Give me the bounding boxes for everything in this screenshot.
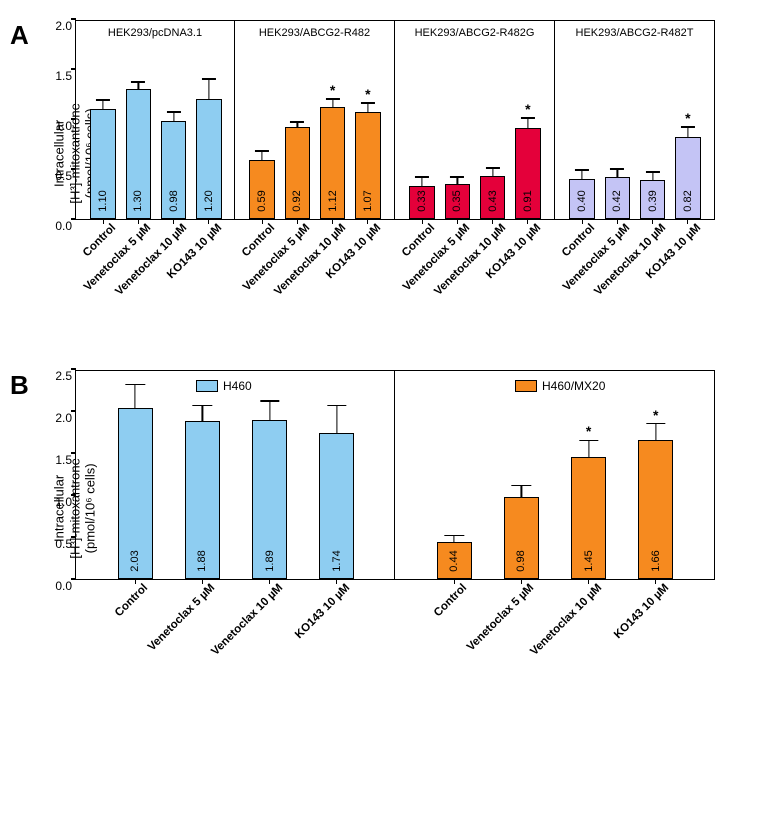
bar-group: 0.92Venetoclax 5 µM [285,19,311,219]
bar-group: 1.89Venetoclax 10 µM [252,369,287,579]
bar-group: 0.40Control [569,19,595,219]
bar-group: 1.12*Venetoclax 10 µM [320,19,346,219]
bar-group: 0.91*KO143 10 µM [515,19,541,219]
bar-value-label: 0.82 [682,190,694,211]
bar-group: 0.33Control [409,19,435,219]
bar-value-label: 1.07 [362,190,374,211]
bar-group: 1.07*KO143 10 µM [355,19,381,219]
x-category-label: Venetoclax 5 µM [401,222,472,293]
x-category-label: Control [113,582,150,619]
bar-value-label: 0.39 [647,190,659,211]
bar-value-label: 0.43 [487,190,499,211]
bar-group: 1.74KO143 10 µM [319,369,354,579]
bar-value-label: 0.98 [168,190,180,211]
bar-group: 0.42Venetoclax 5 µM [605,19,631,219]
bar-group: 0.43Venetoclax 10 µM [480,19,506,219]
bar-value-label: 0.42 [611,190,623,211]
bar-value-label: 0.91 [522,190,534,211]
bar-value-label: 0.35 [451,190,463,211]
x-category-label: Control [432,582,469,619]
subplot: 0.00.51.01.52.02.5H4602.03Control1.88Ven… [75,370,395,580]
bar-group: 2.03Control [118,369,153,579]
bar-value-label: 0.40 [576,190,588,211]
x-category-label: Venetoclax 5 µM [465,582,536,653]
bar-value-label: 1.12 [327,190,339,211]
bar-value-label: 1.30 [132,190,144,211]
bar-value-label: 1.20 [203,190,215,211]
x-category-label: Venetoclax 5 µM [146,582,217,653]
y-tick-label: 1.0 [55,119,76,133]
legend-label: H460 [223,379,252,393]
y-tick-label: 0.0 [55,579,76,593]
y-tick-label: 2.0 [55,19,76,33]
significance-star-icon: * [586,423,591,439]
y-tick-label: 0.5 [55,537,76,551]
bar-value-label: 0.92 [291,190,303,211]
y-tick-label: 2.0 [55,411,76,425]
bar-value-label: 1.66 [650,550,662,571]
x-category-label: KO143 10 µM [612,582,671,641]
significance-star-icon: * [365,86,370,102]
panel-a: A Intracellular [H³]-mitoxantrone (pmol/… [10,20,767,360]
x-category-label: Venetoclax 10 µM [528,582,604,658]
bar-group: 0.39Venetoclax 10 µM [640,19,666,219]
bar-value-label: 1.10 [97,190,109,211]
bar-group: 1.88Venetoclax 5 µM [185,369,220,579]
y-tick-label: 1.5 [55,69,76,83]
y-tick-label: 0.5 [55,169,76,183]
significance-star-icon: * [330,82,335,98]
bar-group: 0.59Control [249,19,275,219]
y-tick-label: 1.0 [55,495,76,509]
bar-value-label: 0.98 [515,550,527,571]
bar-group: 1.30Venetoclax 5 µM [126,19,152,219]
bar-group: 0.82*KO143 10 µM [675,19,701,219]
y-tick-label: 2.5 [55,369,76,383]
bar-value-label: 1.88 [196,550,208,571]
bar-group: 0.35Venetoclax 5 µM [445,19,471,219]
significance-star-icon: * [685,110,690,126]
bar-group: 1.66*KO143 10 µM [638,369,673,579]
subplot: HEK293/ABCG2-R482G0.33Control0.35Venetoc… [395,20,555,220]
bar-value-label: 1.89 [264,550,276,571]
y-tick-label: 1.5 [55,453,76,467]
bar-group: 1.10Control [90,19,116,219]
x-category-label: KO143 10 µM [293,582,352,641]
bar-group: 1.20KO143 10 µM [196,19,222,219]
x-category-label: Venetoclax 10 µM [209,582,285,658]
bar-value-label: 2.03 [129,550,141,571]
bar-value-label: 1.45 [583,550,595,571]
x-category-label: Venetoclax 5 µM [241,222,312,293]
significance-star-icon: * [653,407,658,423]
chart-row-a: 0.00.51.01.52.0HEK293/pcDNA3.11.10Contro… [75,20,767,220]
panel-letter-b: B [10,370,29,401]
bar-value-label: 0.33 [416,190,428,211]
subplot: 0.00.51.01.52.0HEK293/pcDNA3.11.10Contro… [75,20,235,220]
subplot: HEK293/ABCG2-R482T0.40Control0.42Venetoc… [555,20,715,220]
bar-value-label: 0.44 [448,550,460,571]
x-category-label: Venetoclax 5 µM [561,222,632,293]
panel-letter-a: A [10,20,29,51]
subplot: H460/MX200.44Control0.98Venetoclax 5 µM1… [395,370,715,580]
bar-group: 0.98Venetoclax 10 µM [161,19,187,219]
bar-group: 0.44Control [437,369,472,579]
bar-value-label: 1.74 [331,550,343,571]
chart-row-b: 0.00.51.01.52.02.5H4602.03Control1.88Ven… [75,370,767,580]
subplot: HEK293/ABCG2-R4820.59Control0.92Venetocl… [235,20,395,220]
bar-value-label: 0.59 [256,190,268,211]
significance-star-icon: * [525,101,530,117]
bar-group: 1.45*Venetoclax 10 µM [571,369,606,579]
panel-b: B Intracellular [H³]-mitoxantrone (pmol/… [10,370,767,730]
y-tick-label: 0.0 [55,219,76,233]
bar-group: 0.98Venetoclax 5 µM [504,369,539,579]
